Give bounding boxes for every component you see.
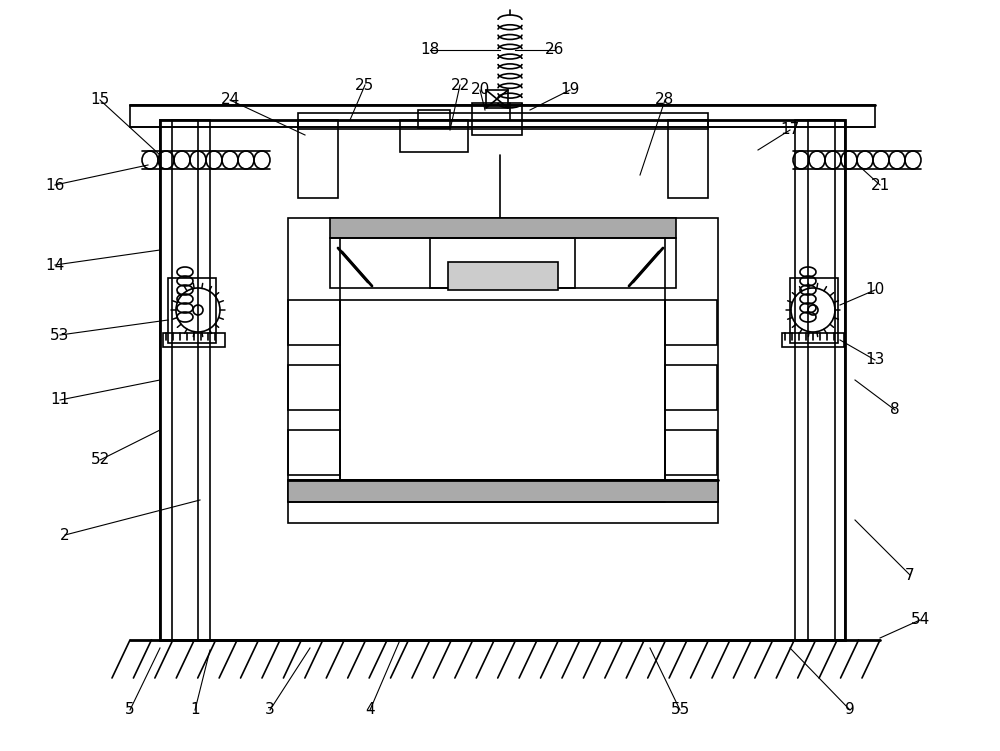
Text: 15: 15 <box>90 92 110 107</box>
Bar <box>163 333 225 347</box>
Text: 4: 4 <box>365 702 375 717</box>
Text: 8: 8 <box>890 403 900 418</box>
Text: 13: 13 <box>865 352 885 367</box>
Bar <box>486 90 508 108</box>
Bar <box>172 120 198 640</box>
Text: 11: 11 <box>50 393 70 408</box>
Text: 2: 2 <box>60 527 70 542</box>
Text: 21: 21 <box>870 177 890 192</box>
Text: 3: 3 <box>265 702 275 717</box>
Text: 19: 19 <box>560 83 580 98</box>
Bar <box>665 300 717 345</box>
Text: 52: 52 <box>90 453 110 468</box>
Bar <box>288 300 340 345</box>
Text: 1: 1 <box>190 702 200 717</box>
Text: 22: 22 <box>450 77 470 92</box>
Text: 55: 55 <box>670 702 690 717</box>
Bar <box>288 218 718 523</box>
Bar <box>298 120 338 198</box>
Text: 9: 9 <box>845 702 855 717</box>
Bar <box>430 238 575 288</box>
Text: 7: 7 <box>905 568 915 583</box>
Text: 14: 14 <box>45 258 65 273</box>
Bar <box>160 120 845 640</box>
Text: 10: 10 <box>865 282 885 297</box>
Text: 25: 25 <box>355 77 375 92</box>
Bar <box>668 120 708 198</box>
Bar <box>418 110 450 128</box>
Bar <box>168 278 216 343</box>
Bar <box>288 480 718 502</box>
Bar <box>400 120 468 152</box>
Bar <box>330 218 676 238</box>
Bar <box>340 300 665 480</box>
Text: 28: 28 <box>655 92 675 107</box>
Text: 5: 5 <box>125 702 135 717</box>
Bar <box>665 365 717 410</box>
Text: 26: 26 <box>545 43 565 58</box>
Bar <box>130 105 875 127</box>
Bar <box>330 238 676 288</box>
Bar <box>795 120 845 640</box>
Text: 53: 53 <box>50 327 70 342</box>
Bar <box>782 333 844 347</box>
Text: 24: 24 <box>220 92 240 107</box>
Bar <box>665 430 717 475</box>
Text: 16: 16 <box>45 177 65 192</box>
Text: 20: 20 <box>470 83 490 98</box>
Bar <box>298 113 708 129</box>
Text: 18: 18 <box>420 43 440 58</box>
Bar <box>288 365 340 410</box>
Text: 54: 54 <box>910 613 930 628</box>
Bar <box>808 120 835 640</box>
Text: 17: 17 <box>780 122 800 137</box>
Bar <box>472 103 522 135</box>
Bar <box>288 430 340 475</box>
Bar <box>790 278 838 343</box>
Bar <box>160 120 210 640</box>
Bar <box>448 262 558 290</box>
